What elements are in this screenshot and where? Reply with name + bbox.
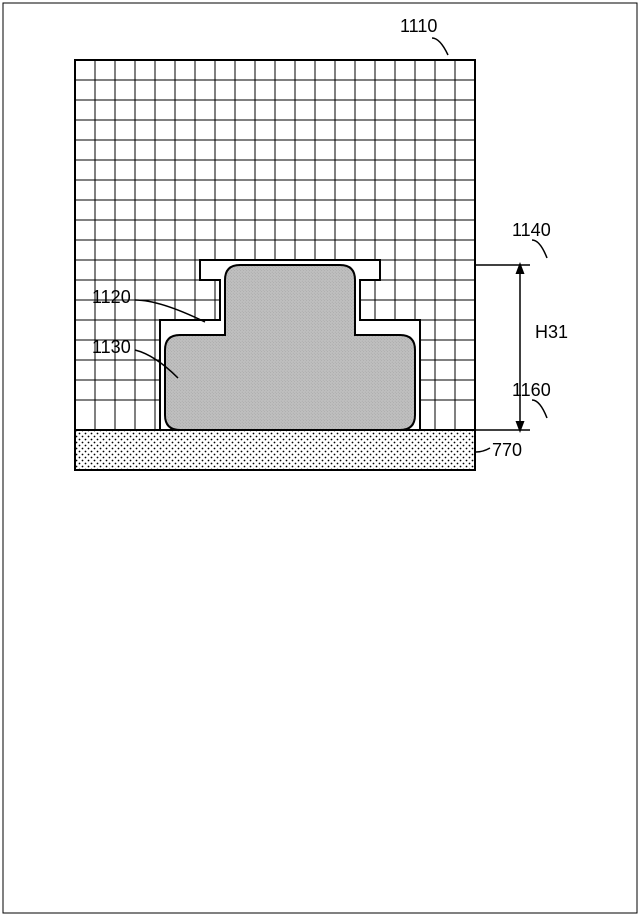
label-1120: 1120 — [92, 287, 131, 307]
main-region — [75, 60, 475, 430]
label-1130: 1130 — [92, 337, 131, 357]
leader-1140 — [532, 240, 547, 258]
leader-770 — [476, 448, 490, 452]
label-1140: 1140 — [512, 220, 551, 240]
label-1110: 1110 — [400, 16, 437, 36]
leader-1160 — [532, 400, 547, 418]
label-1160: 1160 — [512, 380, 551, 400]
leader-1110 — [432, 38, 448, 55]
label-770: 770 — [492, 440, 522, 460]
label-h31: H31 — [535, 322, 568, 342]
substrate-band — [75, 430, 475, 470]
